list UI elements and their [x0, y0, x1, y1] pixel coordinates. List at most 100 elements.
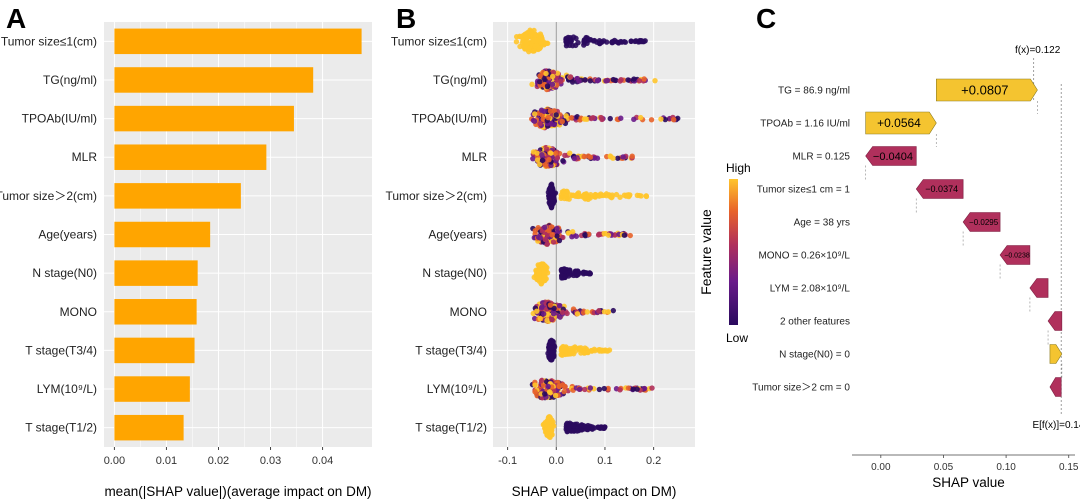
swarm-point [587, 78, 594, 84]
swarm-point [581, 116, 588, 122]
swarm-point [537, 315, 543, 322]
panel-c-fx-label: f(x)=0.122 [1015, 45, 1061, 56]
swarm-point [564, 188, 570, 195]
swarm-point [560, 343, 566, 350]
swarm-point [576, 386, 583, 393]
feature-label-mlr: MLR [462, 150, 488, 164]
swarm-point [556, 383, 562, 389]
swarm-point [574, 271, 581, 278]
swarm-point [547, 389, 553, 396]
swarm-point [637, 114, 644, 121]
feature-label-tpoab-iu-ml: TPOAb(IU/ml) [412, 112, 487, 126]
swarm-point [567, 74, 574, 80]
panel-a-tick-label: 0.04 [312, 455, 333, 467]
swarm-point [543, 146, 550, 152]
swarm-point [543, 276, 549, 282]
swarm-point [610, 76, 617, 83]
swarm-point [547, 355, 554, 361]
panel-letter-c: C [756, 3, 776, 34]
swarm-point [534, 37, 540, 44]
swarm-point [536, 270, 542, 276]
swarm-point [544, 232, 551, 238]
panel-b-tick-label: 0.2 [646, 455, 661, 467]
swarm-point [671, 117, 677, 123]
swarm-point [536, 161, 543, 168]
swarm-point [529, 29, 535, 35]
panel-c-tick-label: 0.15 [1059, 462, 1079, 473]
swarm-point [560, 158, 566, 164]
swarm-point [558, 192, 564, 198]
swarm-point [539, 151, 545, 158]
swarm-point [580, 192, 587, 199]
swarm-point [591, 37, 598, 44]
feature-label-tpoab-iu-ml: TPOAb(IU/ml) [22, 112, 97, 126]
swarm-point [541, 75, 547, 81]
feature-label-tumor-size-1-cm: Tumor size≤1(cm) [1, 34, 97, 48]
swarm-point [585, 153, 592, 159]
swarm-point [649, 385, 655, 391]
feature-label-tumor-size-1-cm: Tumor size≤1(cm) [391, 34, 487, 48]
feature-label-tumor-size-2-cm: Tumor size＞2(cm) [0, 189, 97, 203]
swarm-point [582, 77, 588, 83]
feature-label-t-stage-t3-4: T stage(T3/4) [25, 343, 97, 357]
swarm-point [623, 193, 629, 199]
bar-mlr [114, 144, 267, 170]
waterfall-bar-mono-0-26-10-l [999, 245, 1031, 265]
swarm-point [532, 111, 538, 117]
swarm-point [567, 351, 574, 357]
swarm-point [618, 77, 624, 83]
panel-a-tick-label: 0.02 [208, 455, 229, 467]
swarm-point [581, 153, 587, 160]
waterfall-feature-label-lym-2-08-10-l: LYM = 2.08×10⁹/L [770, 284, 851, 295]
panel-b-beeswarm-chart: Tumor size≤1(cm) TG(ng/ml) TPOAb(IU/ml) MLR… [385, 22, 695, 499]
swarm-point [547, 302, 554, 308]
swarm-point [594, 78, 601, 84]
waterfall-feature-label-n-stage-n0-0: N stage(N0) = 0 [779, 350, 850, 361]
panel-a-tick-label: 0.03 [260, 455, 281, 467]
waterfall-feature-label-tg-86-9-ng-ml: TG = 86.9 ng/ml [778, 86, 850, 97]
swarm-point [536, 45, 543, 51]
waterfall-bar-mlr-0-125 [865, 146, 917, 166]
swarm-point [567, 150, 573, 156]
swarm-point [532, 389, 538, 395]
colorbar-title: Feature value [698, 209, 714, 295]
swarm-tg-ng-ml [529, 68, 658, 93]
swarm-point [551, 108, 557, 114]
swarm-point [538, 33, 545, 40]
swarm-point [543, 70, 549, 77]
panel-c-x-axis-title: SHAP value [932, 475, 1005, 490]
swarm-point [546, 157, 552, 163]
swarm-point [530, 37, 536, 44]
panel-c-x-ticks: 0.00 0.05 0.10 0.15 [871, 455, 1079, 473]
swarm-point [641, 385, 648, 392]
swarm-point [576, 347, 583, 353]
swarm-point [574, 428, 580, 434]
feature-label-mlr: MLR [72, 150, 98, 164]
swarm-point [607, 194, 614, 200]
waterfall-feature-label-tumor-size-1-cm-1: Tumor size≤1 cm = 1 [757, 185, 851, 196]
swarm-point [533, 308, 540, 314]
waterfall-feature-label-mlr-0-125: MLR = 0.125 [792, 152, 850, 163]
swarm-mlr [530, 144, 635, 169]
swarm-point [604, 77, 611, 84]
swarm-point [549, 73, 556, 80]
swarm-point [571, 155, 577, 162]
swarm-point [552, 392, 559, 399]
swarm-point [609, 39, 615, 46]
waterfall-value-label: +0.0807 [961, 83, 1008, 98]
panel-c-waterfall-chart: +0.0807 +0.0564 −0.0404 −0.0374 −0.0295 −0.02… [752, 45, 1080, 490]
swarm-point [520, 37, 526, 44]
swarm-point [605, 348, 611, 354]
swarm-point [641, 76, 647, 82]
panel-letter-a: A [6, 3, 26, 34]
feature-label-t-stage-t3-4: T stage(T3/4) [415, 343, 487, 357]
waterfall-bar-tg-86-9-ng-ml [936, 78, 1038, 102]
feature-label-age-years: Age(years) [38, 228, 97, 242]
swarm-age-years [530, 222, 633, 247]
swarm-point [565, 230, 572, 236]
waterfall-value-label: −0.0404 [873, 151, 913, 163]
bar-lym-10-l [114, 376, 190, 402]
panel-a-x-axis-title: mean(|SHAP value|)(average impact on DM) [104, 484, 371, 499]
panel-b-tick-label: -0.1 [498, 455, 517, 467]
swarm-point [575, 190, 582, 196]
